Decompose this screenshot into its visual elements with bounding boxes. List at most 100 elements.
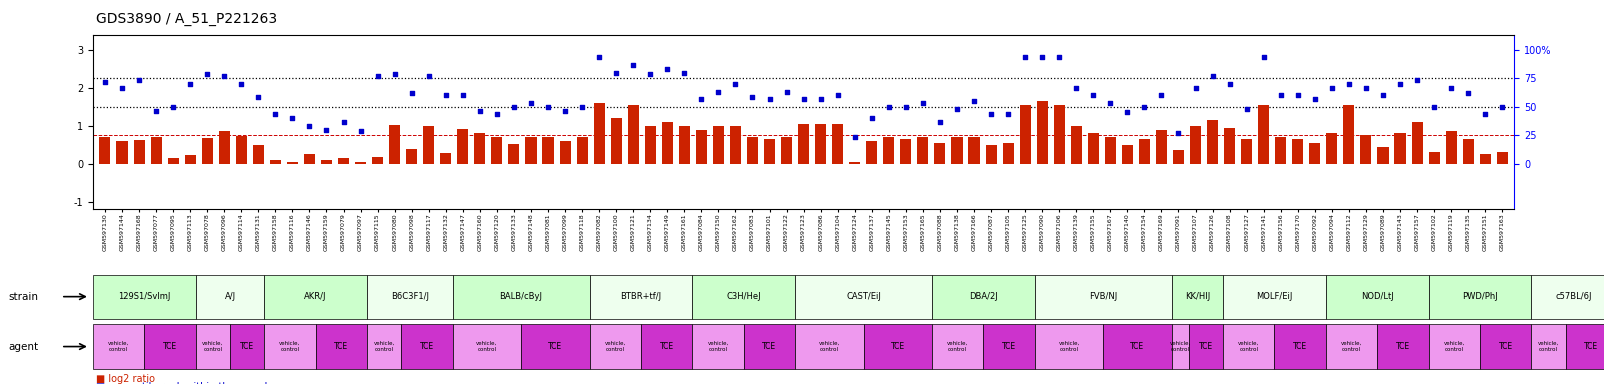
Text: BALB/cByJ: BALB/cByJ — [499, 292, 542, 301]
Bar — [1105, 137, 1116, 164]
Bar — [133, 140, 144, 164]
Text: A/J: A/J — [225, 292, 236, 301]
Bar — [849, 162, 860, 164]
Bar — [985, 145, 996, 164]
Point — [194, 71, 220, 78]
Bar — [316, 324, 367, 369]
Bar — [1327, 275, 1429, 319]
Text: agent: agent — [8, 341, 38, 352]
Text: vehicle,
control: vehicle, control — [476, 341, 497, 352]
Point — [451, 92, 476, 98]
Point — [1439, 84, 1464, 91]
Text: vehicle,
control: vehicle, control — [707, 341, 728, 352]
Bar — [917, 137, 929, 164]
Point — [143, 108, 168, 114]
Bar — [863, 324, 932, 369]
Bar — [1412, 122, 1423, 164]
Text: ■ log2 ratio: ■ log2 ratio — [96, 374, 156, 384]
Bar — [712, 126, 723, 164]
Bar — [151, 137, 162, 164]
Text: TCE: TCE — [334, 342, 348, 351]
Point — [945, 106, 970, 112]
Point — [433, 92, 459, 98]
Point — [263, 111, 289, 118]
Text: TCE: TCE — [1002, 342, 1015, 351]
Bar — [508, 144, 520, 164]
Text: B6C3F1/J: B6C3F1/J — [391, 292, 428, 301]
Text: vehicle,
control: vehicle, control — [818, 341, 840, 352]
Point — [212, 73, 237, 79]
Point — [587, 54, 613, 60]
Bar — [526, 137, 536, 164]
Point — [1030, 54, 1055, 60]
Text: TCE: TCE — [1498, 342, 1513, 351]
Point — [1354, 84, 1379, 91]
Bar — [117, 141, 128, 164]
Point — [1217, 81, 1243, 87]
Point — [773, 88, 799, 94]
Point — [500, 104, 526, 110]
Bar — [93, 324, 144, 369]
Bar — [1343, 105, 1354, 164]
Bar — [1293, 139, 1304, 164]
Point — [978, 111, 1004, 118]
Bar — [321, 160, 332, 164]
Bar — [1224, 324, 1275, 369]
Text: vehicle,
control: vehicle, control — [1341, 341, 1362, 352]
Bar — [1208, 120, 1217, 164]
Bar — [1445, 131, 1456, 164]
Text: vehicle,
control: vehicle, control — [107, 341, 130, 352]
Bar — [764, 139, 775, 164]
Bar — [457, 129, 468, 164]
Point — [569, 104, 595, 110]
Point — [723, 81, 749, 87]
Bar — [253, 145, 265, 164]
Bar — [93, 275, 196, 319]
Bar — [1429, 275, 1532, 319]
Bar — [184, 156, 196, 164]
Bar — [196, 275, 265, 319]
Bar — [1378, 147, 1389, 164]
Bar — [439, 153, 451, 164]
Bar — [1532, 324, 1566, 369]
Bar — [1189, 324, 1224, 369]
Bar — [932, 275, 1035, 319]
Bar — [884, 137, 895, 164]
Bar — [1173, 151, 1184, 164]
Bar — [1497, 152, 1508, 164]
Point — [1063, 84, 1089, 91]
Bar — [1173, 324, 1189, 369]
Bar — [1121, 145, 1132, 164]
Text: vehicle,
control: vehicle, control — [1444, 341, 1464, 352]
Bar — [367, 275, 452, 319]
Bar — [542, 137, 553, 164]
Bar — [303, 154, 314, 164]
Point — [893, 104, 919, 110]
Bar — [229, 324, 265, 369]
Bar — [815, 124, 826, 164]
Bar — [866, 141, 877, 164]
Point — [91, 79, 117, 85]
Text: vehicle,
control: vehicle, control — [1059, 341, 1079, 352]
Bar — [144, 324, 196, 369]
Bar — [693, 324, 744, 369]
Point — [621, 62, 646, 68]
Point — [757, 96, 783, 102]
Text: vehicle,
control: vehicle, control — [279, 341, 300, 352]
Text: TCE: TCE — [1131, 342, 1145, 351]
Bar — [1139, 139, 1150, 164]
Bar — [900, 139, 911, 164]
Point — [1182, 84, 1208, 91]
Bar — [1479, 154, 1490, 164]
Point — [1115, 109, 1140, 116]
Text: TCE: TCE — [890, 342, 905, 351]
Point — [1490, 104, 1516, 110]
Bar — [1429, 324, 1480, 369]
Point — [1081, 92, 1107, 98]
Point — [415, 73, 441, 79]
Point — [1404, 77, 1429, 83]
Point — [279, 115, 305, 121]
Point — [994, 111, 1020, 118]
Text: ■ percentile rank within the sample: ■ percentile rank within the sample — [96, 382, 274, 384]
Bar — [642, 324, 693, 369]
